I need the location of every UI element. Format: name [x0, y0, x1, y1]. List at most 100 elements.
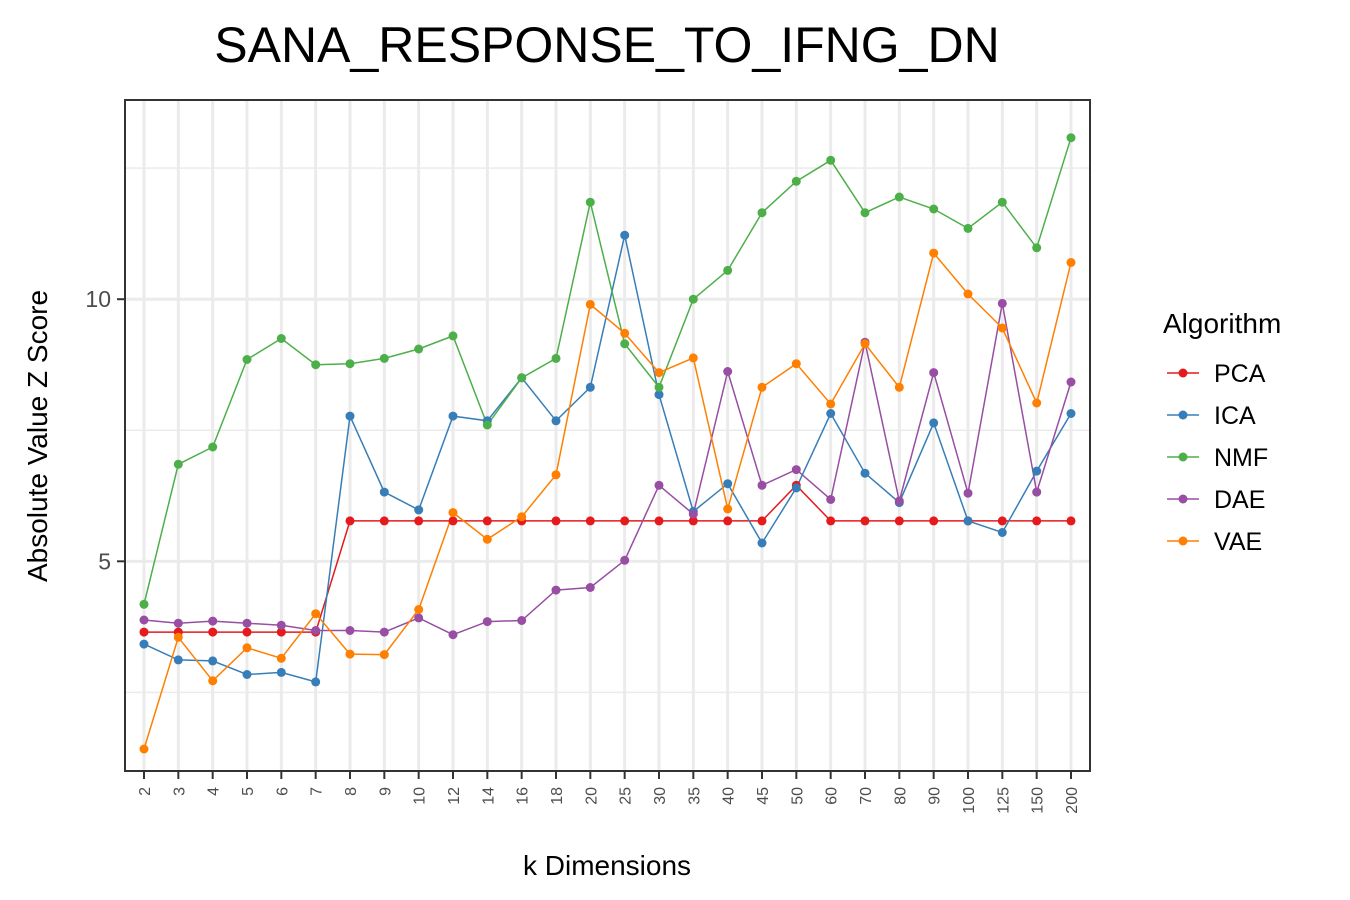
- point-pca: [860, 516, 870, 526]
- x-tick-label: 7: [309, 787, 326, 796]
- point-vae: [448, 508, 458, 518]
- point-ica: [963, 516, 973, 526]
- x-tick-label: 14: [480, 787, 497, 805]
- point-dae: [723, 367, 733, 376]
- point-ica: [414, 505, 424, 515]
- point-nmf: [585, 197, 595, 207]
- point-nmf: [894, 192, 904, 202]
- point-ica: [1032, 466, 1042, 476]
- point-nmf: [826, 155, 836, 165]
- x-tick-label: 40: [721, 787, 738, 805]
- point-vae: [208, 676, 218, 686]
- point-vae: [620, 328, 630, 338]
- point-nmf: [757, 208, 767, 218]
- point-nmf: [929, 204, 939, 214]
- point-dae: [311, 626, 321, 635]
- point-ica: [379, 487, 389, 497]
- point-vae: [894, 382, 904, 392]
- point-vae: [585, 299, 595, 309]
- point-dae: [826, 495, 836, 504]
- legend-key-point: [1178, 410, 1188, 420]
- series-line-vae: [143, 251, 1072, 750]
- x-tick-label: 12: [446, 787, 463, 805]
- point-dae: [688, 509, 698, 519]
- point-vae: [311, 609, 321, 619]
- legend-label: VAE: [1214, 528, 1262, 556]
- x-tick-label: 100: [961, 787, 978, 814]
- legend-item-pca: PCA: [1167, 360, 1266, 388]
- point-nmf: [997, 197, 1007, 207]
- x-tick-label: 4: [206, 787, 223, 796]
- point-vae: [1032, 398, 1042, 408]
- point-nmf: [517, 373, 527, 383]
- x-tick-label: 25: [618, 787, 635, 805]
- point-ica: [929, 418, 939, 428]
- point-ica: [551, 416, 561, 426]
- point-vae: [414, 605, 424, 614]
- point-vae: [997, 323, 1007, 333]
- legend-key-point: [1178, 452, 1188, 462]
- point-pca: [929, 516, 939, 526]
- point-ica: [345, 411, 355, 421]
- point-nmf: [242, 355, 252, 364]
- x-tick-label: 3: [171, 787, 188, 796]
- legend-key-point: [1178, 494, 1188, 504]
- point-ica: [311, 677, 321, 687]
- point-nmf: [791, 176, 801, 186]
- point-vae: [826, 399, 836, 409]
- point-vae: [688, 353, 698, 363]
- point-dae: [482, 617, 492, 627]
- point-pca: [414, 516, 424, 526]
- point-pca: [1032, 516, 1042, 526]
- x-tick-label: 10: [412, 787, 429, 805]
- point-ica: [242, 670, 252, 679]
- point-ica: [723, 479, 733, 489]
- point-vae: [654, 368, 664, 378]
- point-pca: [551, 516, 561, 526]
- point-dae: [139, 615, 149, 625]
- point-pca: [585, 516, 595, 526]
- point-ica: [620, 230, 630, 240]
- point-dae: [379, 627, 389, 637]
- x-tick-label: 80: [892, 787, 909, 805]
- x-tick-label: 90: [927, 787, 944, 805]
- point-pca: [620, 516, 630, 526]
- chart-title: SANA_RESPONSE_TO_IFNG_DN: [214, 17, 999, 73]
- legend-item-nmf: NMF: [1167, 444, 1268, 472]
- point-ica: [860, 468, 870, 478]
- point-nmf: [482, 420, 492, 430]
- point-dae: [276, 620, 286, 630]
- x-tick-label: 150: [1030, 787, 1047, 814]
- legend-label: ICA: [1214, 402, 1256, 430]
- series-lines: [143, 137, 1072, 750]
- x-tick-label: 6: [274, 787, 291, 796]
- legend-key-point: [1178, 536, 1188, 546]
- point-nmf: [311, 360, 321, 370]
- point-nmf: [620, 339, 630, 349]
- point-vae: [276, 653, 286, 663]
- point-pca: [345, 516, 355, 526]
- legend-label: NMF: [1214, 444, 1268, 472]
- point-vae: [139, 744, 149, 754]
- point-nmf: [208, 442, 218, 452]
- point-ica: [448, 411, 458, 421]
- point-ica: [276, 667, 286, 677]
- point-ica: [1066, 409, 1076, 418]
- point-vae: [791, 359, 801, 369]
- point-dae: [242, 618, 252, 628]
- point-dae: [963, 488, 973, 498]
- point-dae: [1066, 377, 1076, 387]
- series-line-pca: [144, 484, 1071, 633]
- y-tick-label: 5: [98, 548, 111, 574]
- x-axis-title: k Dimensions: [523, 850, 691, 881]
- legend-item-dae: DAE: [1167, 486, 1265, 514]
- x-tick-label: 5: [240, 787, 257, 796]
- point-vae: [345, 649, 355, 659]
- point-dae: [1032, 487, 1042, 497]
- point-pca: [757, 516, 767, 526]
- point-nmf: [414, 344, 424, 354]
- point-vae: [517, 512, 527, 522]
- plot-panel-border: [124, 99, 1091, 772]
- x-tick-label: 200: [1064, 787, 1081, 814]
- x-tick-label: 9: [377, 787, 394, 796]
